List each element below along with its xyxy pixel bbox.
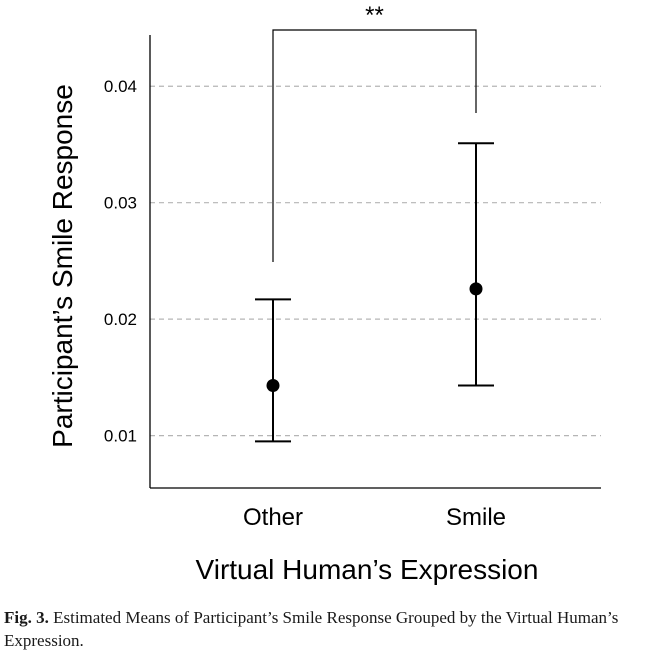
bracket-line <box>272 29 477 262</box>
significance-label: ** <box>365 2 384 29</box>
plot-marks <box>255 142 494 443</box>
caption-text: Estimated Means of Participant’s Smile R… <box>4 608 619 650</box>
y-tick-label: 0.02 <box>104 310 137 329</box>
x-tick-label: Smile <box>446 504 506 531</box>
mean-point <box>266 379 280 393</box>
y-tick-labels: 0.01 0.02 0.03 0.04 <box>104 77 137 445</box>
y-tick-label: 0.03 <box>104 194 137 213</box>
caption-label: Fig. 3. <box>4 608 49 627</box>
y-tick-label: 0.01 <box>104 427 137 446</box>
mean-point <box>469 282 483 296</box>
x-tick-labels: Other Smile <box>243 504 506 531</box>
y-axis-label: Participant’s Smile Response <box>47 84 78 448</box>
figure-caption: Fig. 3. Estimated Means of Participant’s… <box>4 606 644 652</box>
significance-bracket: ** <box>272 2 477 262</box>
y-tick-label: 0.04 <box>104 77 137 96</box>
x-tick-label: Other <box>243 504 303 531</box>
x-axis-label: Virtual Human’s Expression <box>196 554 539 585</box>
gridlines <box>150 85 601 437</box>
